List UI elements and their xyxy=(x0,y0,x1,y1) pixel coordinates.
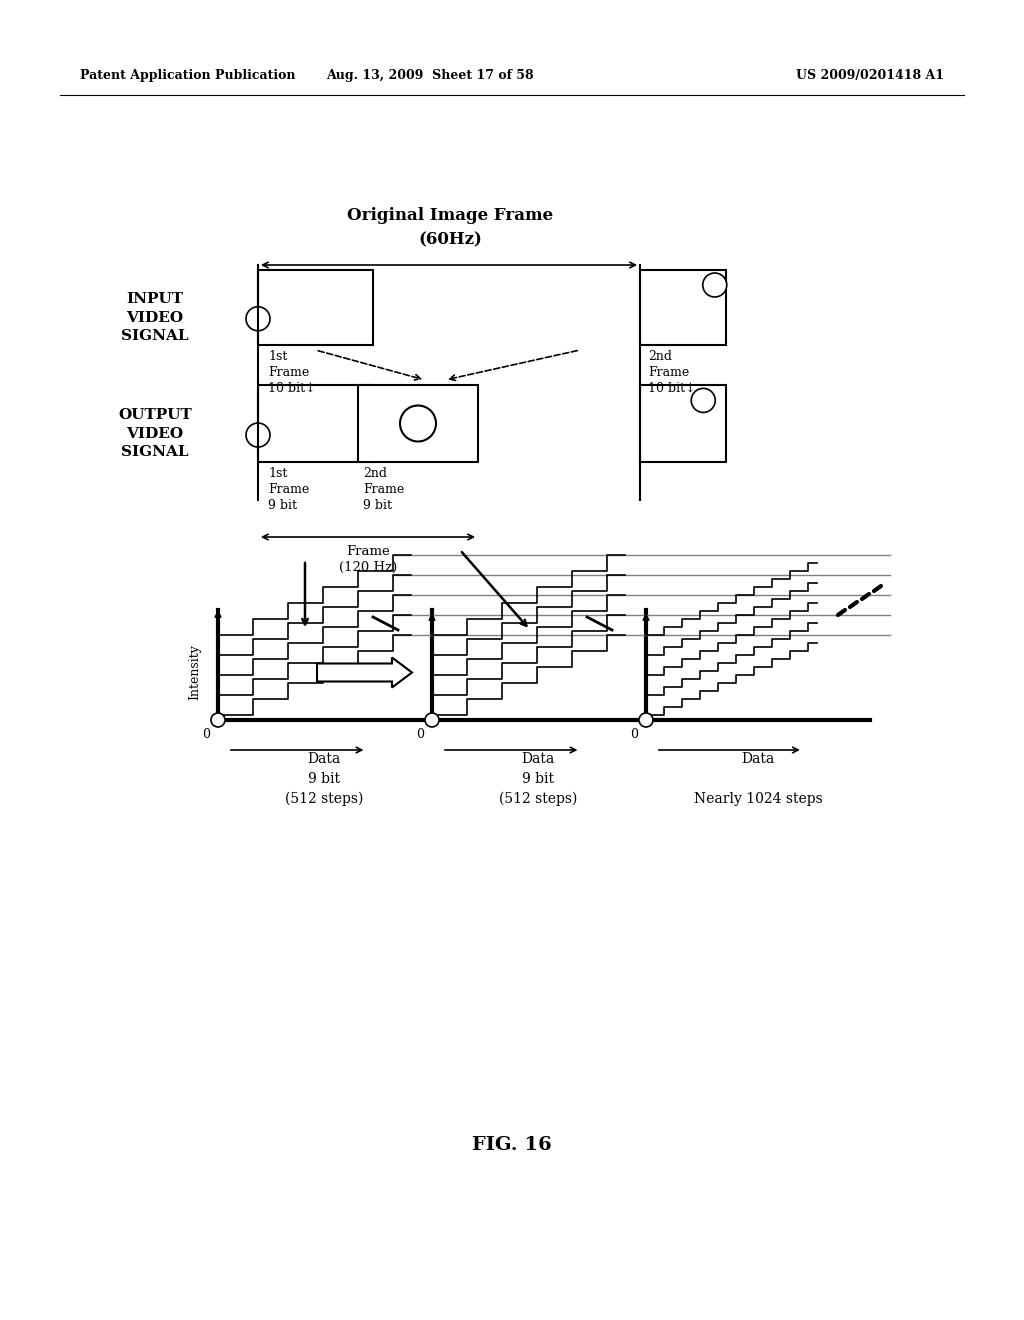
Text: 0: 0 xyxy=(416,729,424,741)
Text: 9 bit: 9 bit xyxy=(522,772,554,785)
Circle shape xyxy=(702,273,727,297)
Bar xyxy=(258,385,373,462)
Bar xyxy=(640,385,726,462)
Circle shape xyxy=(246,422,270,447)
Text: Data: Data xyxy=(521,752,555,766)
Text: Intensity: Intensity xyxy=(188,644,202,701)
Circle shape xyxy=(400,405,436,441)
Text: INPUT
VIDEO
SIGNAL: INPUT VIDEO SIGNAL xyxy=(121,292,188,343)
Bar xyxy=(258,271,373,345)
Circle shape xyxy=(246,306,270,331)
Bar xyxy=(358,385,478,462)
Text: Nearly 1024 steps: Nearly 1024 steps xyxy=(693,792,822,807)
Text: US 2009/0201418 A1: US 2009/0201418 A1 xyxy=(796,69,944,82)
Text: Frame
(120 Hz): Frame (120 Hz) xyxy=(339,545,397,574)
Circle shape xyxy=(691,388,715,412)
Text: (60Hz): (60Hz) xyxy=(418,231,482,248)
Text: 2nd
Frame
9 bit: 2nd Frame 9 bit xyxy=(362,467,404,512)
Text: Aug. 13, 2009  Sheet 17 of 58: Aug. 13, 2009 Sheet 17 of 58 xyxy=(327,69,534,82)
Text: FIG. 16: FIG. 16 xyxy=(472,1137,552,1154)
Circle shape xyxy=(639,713,653,727)
Text: Data: Data xyxy=(741,752,774,766)
Bar xyxy=(640,271,726,345)
Text: 2nd
Frame
10 bit↓: 2nd Frame 10 bit↓ xyxy=(648,350,695,395)
Text: 1st
Frame
9 bit: 1st Frame 9 bit xyxy=(268,467,309,512)
Text: Data: Data xyxy=(307,752,341,766)
FancyArrow shape xyxy=(317,657,412,688)
Text: (512 steps): (512 steps) xyxy=(499,792,578,807)
Text: (512 steps): (512 steps) xyxy=(285,792,364,807)
Text: 1st
Frame
10 bit↓: 1st Frame 10 bit↓ xyxy=(268,350,315,395)
Text: OUTPUT
VIDEO
SIGNAL: OUTPUT VIDEO SIGNAL xyxy=(118,408,191,459)
Text: Original Image Frame: Original Image Frame xyxy=(347,206,553,223)
Text: 9 bit: 9 bit xyxy=(308,772,340,785)
Text: Patent Application Publication: Patent Application Publication xyxy=(80,69,296,82)
Text: 0: 0 xyxy=(630,729,638,741)
Circle shape xyxy=(425,713,439,727)
Circle shape xyxy=(211,713,225,727)
Text: 0: 0 xyxy=(202,729,210,741)
